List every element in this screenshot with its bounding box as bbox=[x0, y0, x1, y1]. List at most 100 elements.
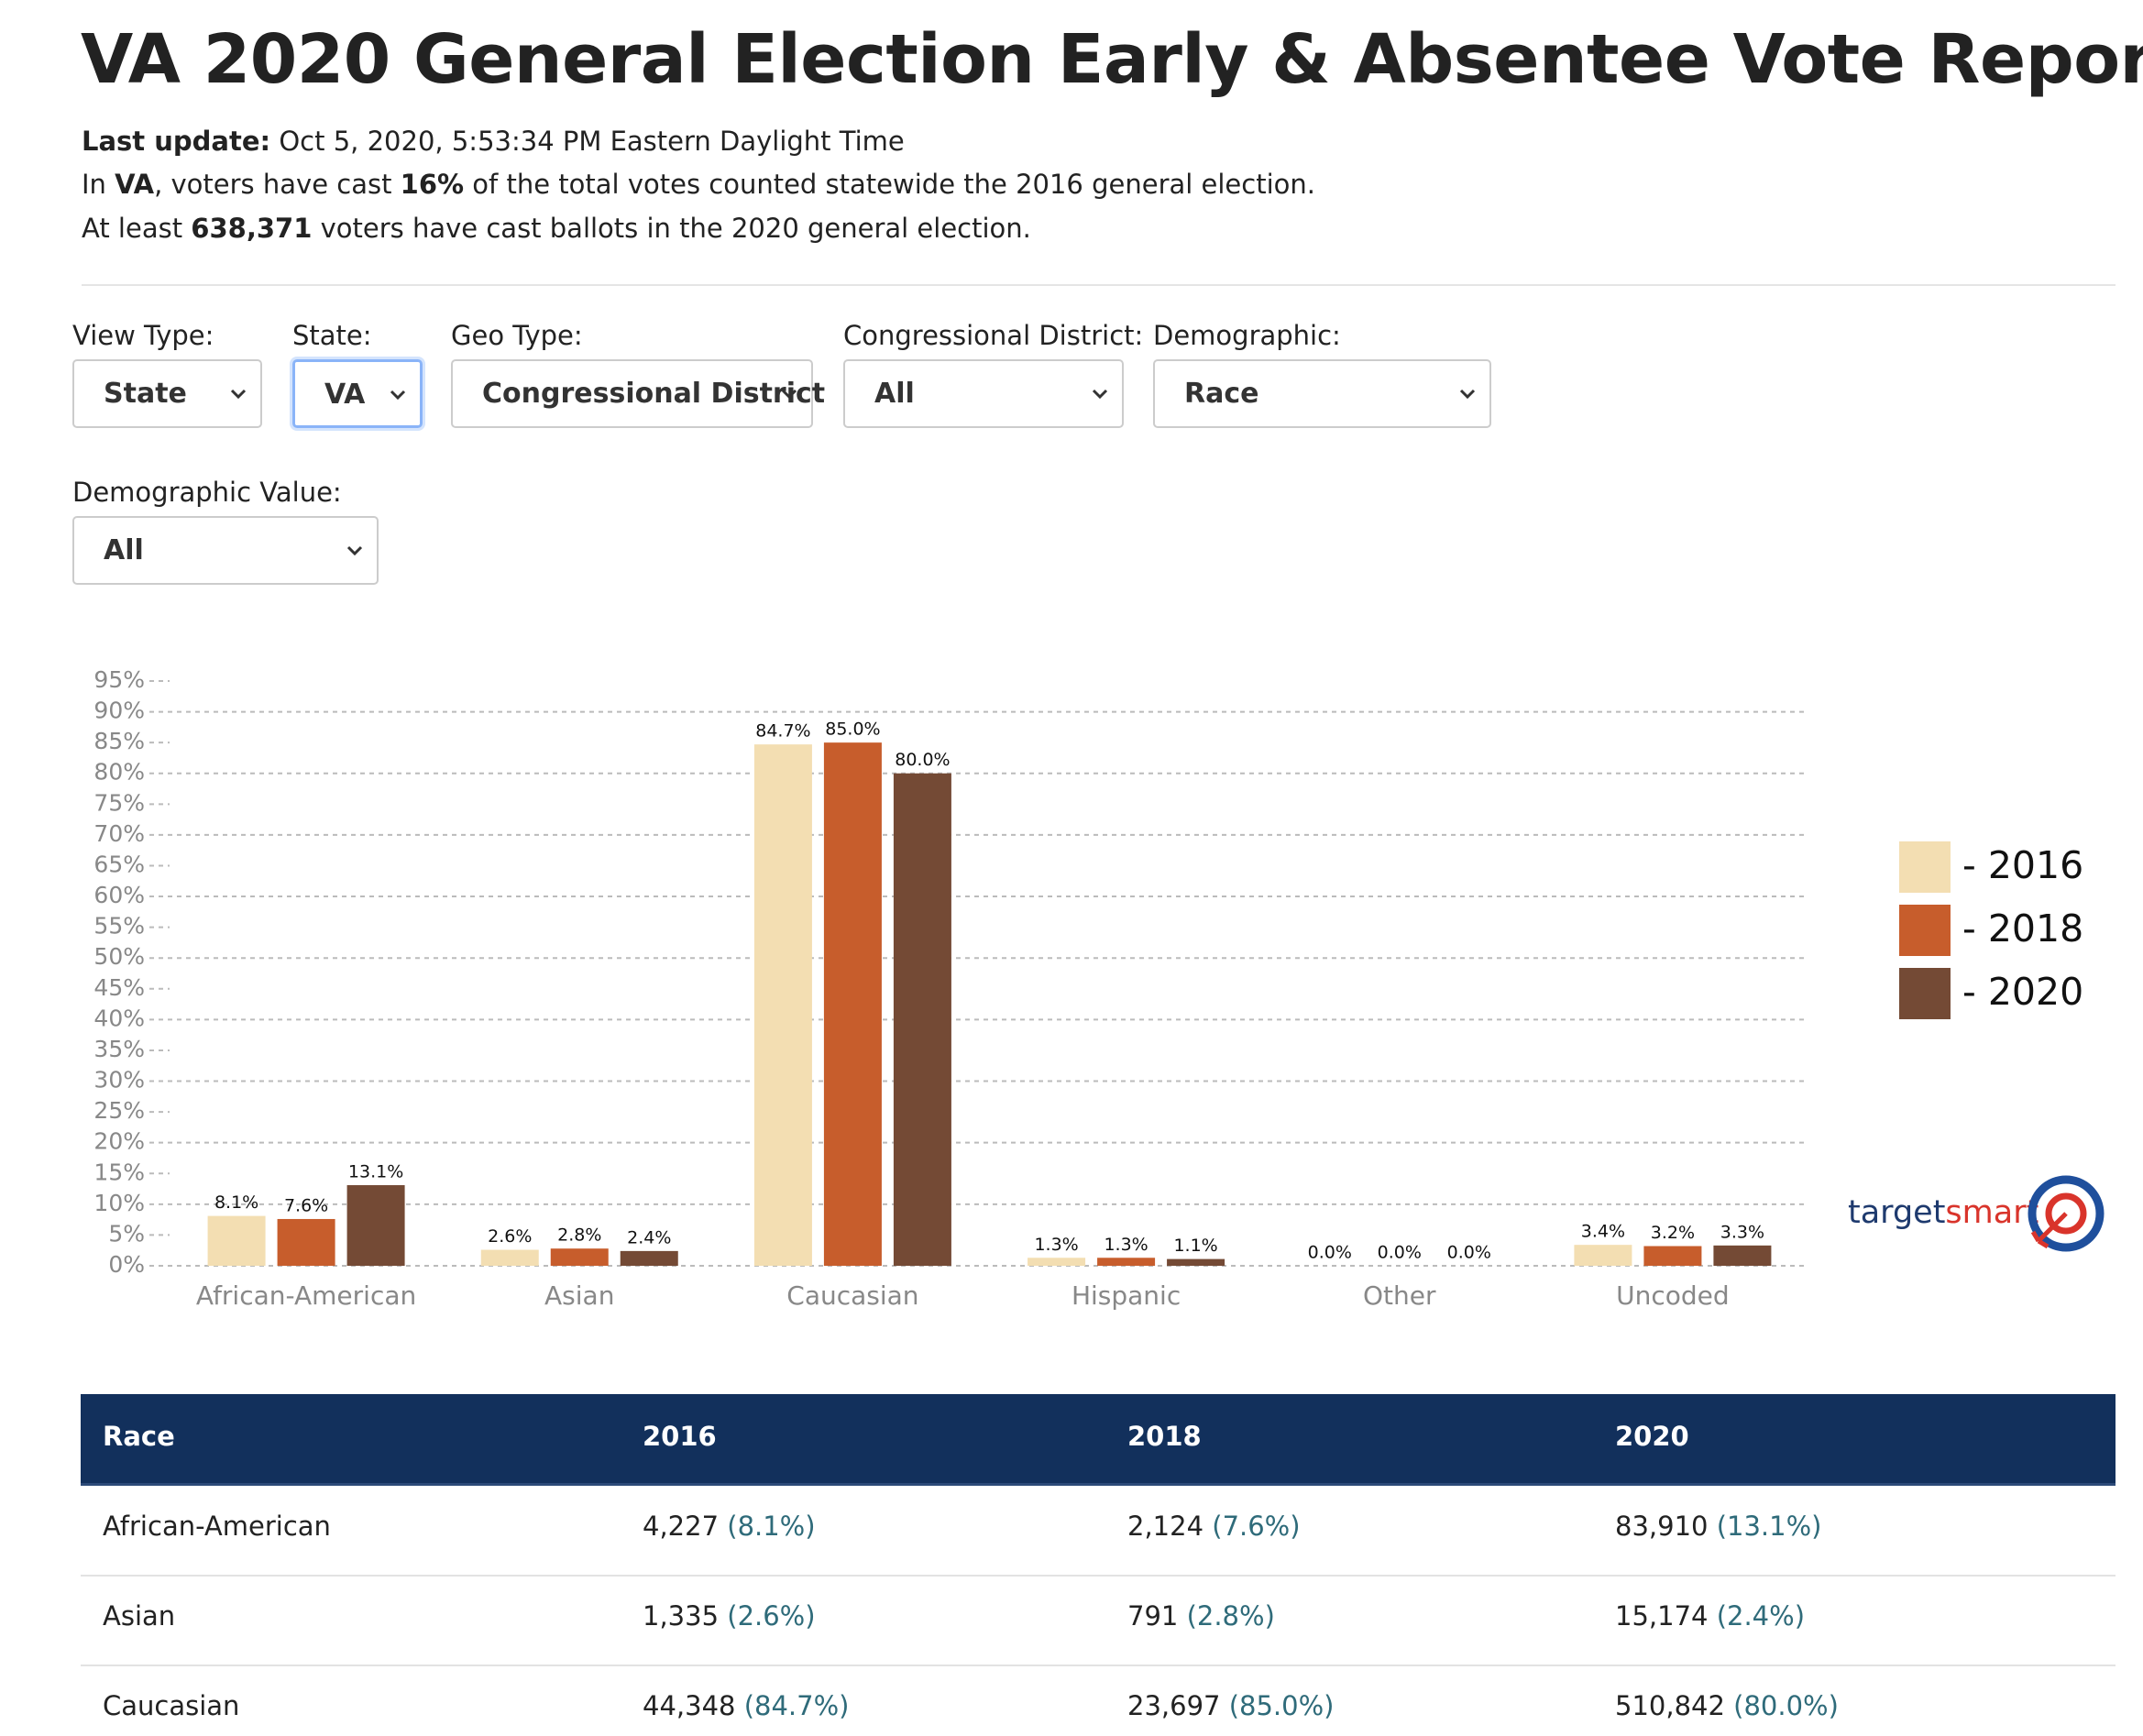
bar bbox=[480, 1249, 539, 1266]
logo-ring bbox=[2028, 1175, 2105, 1252]
select[interactable]: All bbox=[843, 359, 1124, 428]
select-value: All bbox=[104, 534, 144, 566]
bar bbox=[620, 1250, 678, 1266]
value-label: 1.3% bbox=[1034, 1235, 1078, 1255]
x-tick-label: African-American bbox=[196, 1280, 416, 1311]
divider bbox=[82, 284, 2116, 286]
select-value: Congressional District bbox=[482, 378, 826, 410]
info-line: In VA, voters have cast 16% of the total… bbox=[82, 169, 1315, 200]
text: 638,371 bbox=[191, 213, 313, 244]
table-header-cell: 2020 bbox=[1615, 1421, 1689, 1452]
bar bbox=[753, 744, 812, 1266]
y-tick-label: 60% bbox=[93, 882, 145, 908]
text: of the total votes counted statewide the… bbox=[464, 169, 1315, 200]
y-tick-label: 50% bbox=[93, 943, 145, 970]
value-label: 3.3% bbox=[1720, 1222, 1764, 1242]
select[interactable]: State bbox=[72, 359, 262, 428]
text: Oct 5, 2020, 5:53:34 PM Eastern Daylight… bbox=[270, 126, 905, 157]
chevron bbox=[1092, 389, 1108, 400]
table-cell: Caucasian bbox=[103, 1690, 240, 1721]
value-label: 80.0% bbox=[895, 750, 950, 770]
value-label: 0.0% bbox=[1308, 1243, 1352, 1263]
chevron-path bbox=[390, 390, 406, 401]
select[interactable]: Congressional District bbox=[451, 359, 825, 428]
select-value: VA bbox=[324, 379, 366, 411]
bar bbox=[1167, 1258, 1225, 1266]
chevron bbox=[230, 389, 247, 400]
percent: (2.6%) bbox=[727, 1600, 816, 1632]
bar bbox=[1643, 1246, 1702, 1266]
value-label: 0.0% bbox=[1378, 1243, 1422, 1263]
page-title: VA 2020 General Election Early & Absente… bbox=[81, 20, 2143, 99]
legend-swatch bbox=[1899, 841, 1951, 893]
table-cell: 791 (2.8%) bbox=[1127, 1600, 1275, 1632]
bar bbox=[277, 1218, 335, 1266]
count: 791 bbox=[1127, 1600, 1179, 1632]
y-tick-label: 80% bbox=[93, 759, 145, 786]
text: VA bbox=[115, 169, 155, 200]
logo-arrow bbox=[2030, 1212, 2068, 1249]
select[interactable]: VA bbox=[292, 359, 423, 428]
y-tick-label: 25% bbox=[93, 1097, 145, 1124]
count: 23,697 bbox=[1127, 1690, 1221, 1721]
logo-ring bbox=[2042, 1190, 2090, 1237]
text: 16% bbox=[400, 169, 465, 200]
count: 1,335 bbox=[643, 1600, 720, 1632]
row-divider bbox=[81, 1575, 2116, 1577]
logo-ring bbox=[2045, 1192, 2087, 1235]
chevron bbox=[346, 545, 363, 556]
text: , voters have cast bbox=[154, 169, 401, 200]
table-cell: 44,348 (84.7%) bbox=[643, 1690, 849, 1721]
table-cell: 4,227 (8.1%) bbox=[643, 1511, 816, 1542]
legend-label: - 2016 bbox=[1962, 843, 2083, 887]
y-tick-label: 5% bbox=[108, 1220, 145, 1247]
count: 4,227 bbox=[643, 1511, 720, 1542]
count: 2,124 bbox=[1127, 1511, 1204, 1542]
select[interactable]: Race bbox=[1153, 359, 1491, 428]
bar bbox=[207, 1215, 266, 1266]
chevron-path bbox=[230, 389, 247, 400]
table-header bbox=[81, 1394, 2116, 1486]
table-header-cell: 2016 bbox=[643, 1421, 717, 1452]
legend-swatch bbox=[1899, 968, 1951, 1019]
last-update: Last update: Oct 5, 2020, 5:53:34 PM Eas… bbox=[82, 126, 905, 157]
logo-part: smart bbox=[1945, 1194, 2039, 1231]
table-cell: African-American bbox=[103, 1511, 331, 1542]
value-label: 13.1% bbox=[348, 1162, 403, 1182]
x-tick-label: Asian bbox=[544, 1280, 614, 1311]
chevron bbox=[390, 390, 406, 401]
value-label: 2.6% bbox=[488, 1226, 532, 1247]
select-value: State bbox=[104, 378, 187, 410]
y-tick-label: 45% bbox=[93, 974, 145, 1001]
y-tick-label: 70% bbox=[93, 820, 145, 847]
percent: (2.8%) bbox=[1186, 1600, 1275, 1632]
chevron-path bbox=[1092, 389, 1108, 400]
legend-swatch bbox=[1899, 905, 1951, 956]
value-label: 3.4% bbox=[1581, 1222, 1625, 1242]
text: voters have cast ballots in the 2020 gen… bbox=[312, 213, 1031, 244]
row-divider bbox=[81, 1665, 2116, 1666]
select[interactable]: All bbox=[72, 516, 379, 585]
y-tick-label: 95% bbox=[93, 666, 145, 693]
legend-label: - 2020 bbox=[1962, 970, 2083, 1014]
bar bbox=[1097, 1258, 1156, 1266]
select-value: Race bbox=[1184, 378, 1259, 410]
percent: (85.0%) bbox=[1228, 1690, 1335, 1721]
y-tick-label: 75% bbox=[93, 789, 145, 816]
bar bbox=[893, 773, 951, 1266]
y-tick-label: 15% bbox=[93, 1159, 145, 1185]
y-tick-label: 0% bbox=[108, 1251, 145, 1278]
table-cell: 23,697 (85.0%) bbox=[1127, 1690, 1334, 1721]
filter-label: Geo Type: bbox=[451, 320, 583, 351]
value-label: 2.4% bbox=[627, 1227, 671, 1247]
text: In bbox=[82, 169, 115, 200]
value-label: 7.6% bbox=[284, 1195, 328, 1215]
value-label: 1.1% bbox=[1173, 1236, 1217, 1256]
bar bbox=[550, 1248, 609, 1266]
x-tick-label: Caucasian bbox=[786, 1280, 918, 1311]
logo-text: targetsmart bbox=[1848, 1194, 2039, 1231]
chevron-path bbox=[346, 545, 363, 556]
y-tick-label: 65% bbox=[93, 851, 145, 877]
percent: (80.0%) bbox=[1733, 1690, 1839, 1721]
label: Last update: bbox=[82, 126, 271, 157]
